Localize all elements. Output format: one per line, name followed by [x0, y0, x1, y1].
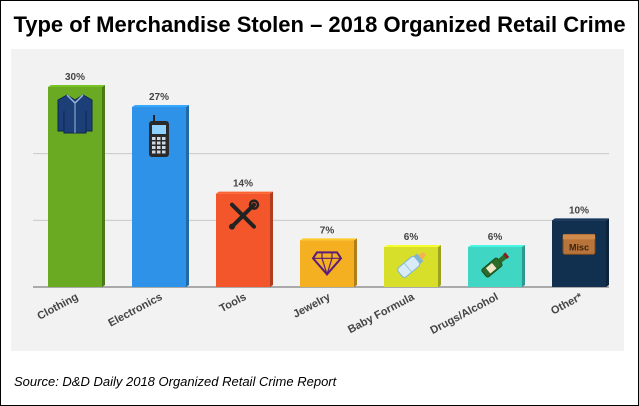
- bar-top: [384, 245, 441, 247]
- data-label: 14%: [233, 179, 253, 190]
- category-label: Electronics: [106, 291, 164, 329]
- bar-side: [102, 85, 105, 287]
- bar-group-jewelry: 7% Jewelry: [291, 225, 357, 321]
- diamond-icon: [311, 251, 343, 277]
- bar-side: [270, 191, 273, 287]
- category-label: Jewelry: [291, 291, 333, 321]
- misc-label: Misc: [569, 242, 589, 252]
- baby-bottle-icon: [397, 251, 427, 278]
- bar-group-baby-formula: 6% Baby Formula: [346, 232, 441, 336]
- phone-icon: [149, 115, 169, 157]
- data-label: 6%: [404, 232, 419, 243]
- bar-group-drugs-alcohol: 6% Drugs/Alcohol: [428, 232, 525, 337]
- tools-icon: [229, 199, 260, 230]
- bar-top: [300, 238, 357, 241]
- plot-area: 30% Clothing 27% Electronics 14% Tools 7% Jewel…: [11, 49, 624, 351]
- chart-title: Type of Merchandise Stolen – 2018 Organi…: [13, 12, 626, 37]
- misc-box-icon: Misc: [562, 233, 596, 255]
- data-label: 7%: [320, 225, 335, 236]
- bar-group-electronics: 27% Electronics: [106, 92, 189, 329]
- bar-top: [132, 105, 189, 107]
- bar-side: [186, 105, 189, 287]
- bar-side: [606, 218, 609, 287]
- category-label: Other*: [549, 291, 585, 318]
- bar-chart: 30% Clothing 27% Electronics 14% Tools 7% Jewel…: [33, 72, 609, 337]
- bar-top: [468, 245, 525, 247]
- data-label: 27%: [149, 92, 169, 103]
- bar-side: [438, 245, 441, 287]
- bar-top: [552, 218, 609, 221]
- bar: [216, 193, 270, 287]
- data-label: 6%: [488, 232, 503, 243]
- source-note: Source: D&D Daily 2018 Organized Retail …: [14, 374, 337, 389]
- bar: [300, 240, 354, 287]
- bar-top: [48, 85, 105, 87]
- category-label: Drugs/Alcohol: [428, 291, 500, 337]
- bar-top: [216, 191, 273, 194]
- data-label: 10%: [569, 205, 589, 216]
- bottle-pills-icon: [481, 252, 510, 278]
- category-label: Baby Formula: [346, 291, 417, 336]
- category-label: Tools: [218, 291, 249, 315]
- data-label: 30%: [65, 72, 85, 83]
- bar-side: [522, 245, 525, 287]
- shirt-icon: [57, 94, 93, 134]
- bar-side: [354, 238, 357, 287]
- category-label: Clothing: [35, 291, 80, 323]
- bar-group-tools: 14% Tools: [216, 179, 273, 315]
- bar-group-clothing: 30% Clothing: [35, 72, 105, 323]
- bar-group-other-: 10% Other* Misc: [549, 205, 609, 317]
